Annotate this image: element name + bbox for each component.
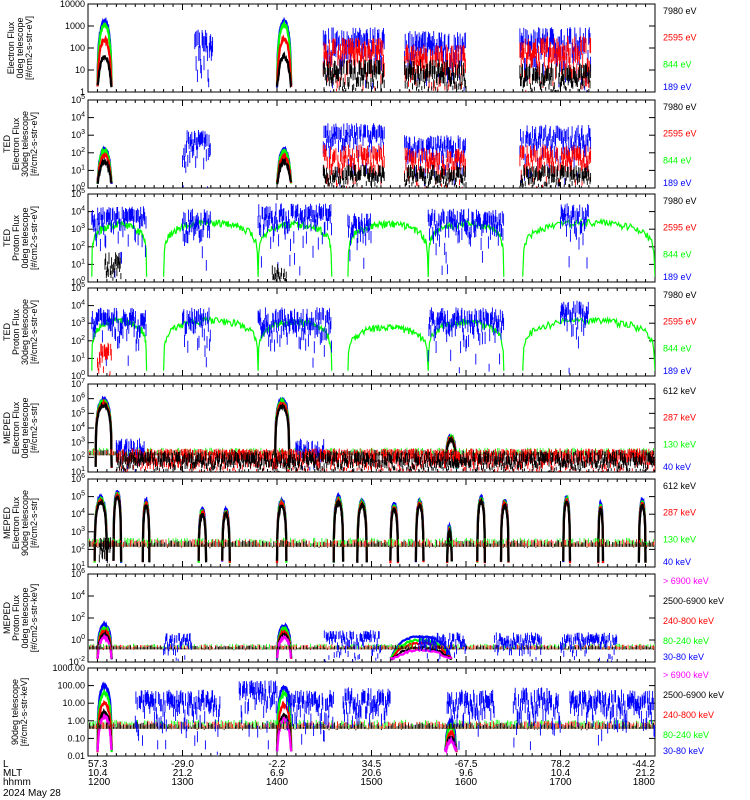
footer-value-hhmm: 1300 [171, 777, 194, 788]
footer-value-hhmm: 1400 [266, 777, 289, 788]
y-axis-label: [#/cm2-s-str-eV] [29, 206, 39, 270]
y-tick-label: 1.00 [67, 716, 85, 726]
legend-entry: > 6900 keV [663, 670, 709, 680]
legend-entry: 844 eV [663, 59, 692, 69]
legend-entry: 612 keV [663, 386, 696, 396]
legend-entry: 7980 eV [663, 6, 697, 16]
legend-entry: 844 eV [663, 343, 692, 353]
y-tick-label: 100 [70, 43, 85, 53]
legend-entry: 189 eV [663, 272, 692, 282]
y-axis-label: [#/cm2-s-str] [29, 498, 39, 548]
multi-panel-flux-chart: 110100100010000Electron Flux 0deg telesco… [0, 0, 750, 800]
legend-entry: 240-800 keV [663, 710, 714, 720]
legend-entry: 80-240 keV [663, 730, 709, 740]
y-axis-label: [#/cm2-s-str-eV] [29, 300, 39, 364]
y-tick-label: 10 [75, 65, 85, 75]
legend-entry: 40 keV [663, 462, 691, 472]
y-tick-label: 10.00 [62, 698, 85, 708]
legend-entry: 40 keV [663, 557, 691, 567]
legend-entry: 287 keV [663, 508, 696, 518]
y-axis-label: [#/cm2-s-str-eV] [29, 112, 39, 176]
date-label: 2024 May 28 [3, 788, 61, 799]
legend-entry: > 6900 keV [663, 576, 709, 586]
y-tick-label: 1000.00 [52, 663, 85, 673]
legend-entry: 7980 eV [663, 290, 697, 300]
footer-row-label: hhmm [3, 777, 31, 788]
legend-entry: 2500-6900 keV [663, 596, 724, 606]
footer-value-hhmm: 1800 [633, 777, 656, 788]
y-axis-label: [#/cm2-s-str-keV] [29, 584, 39, 653]
legend-entry: 2595 eV [663, 129, 697, 139]
legend-entry: 189 eV [663, 178, 692, 188]
legend-entry: 189 eV [663, 366, 692, 376]
legend-entry: 7980 eV [663, 196, 697, 206]
y-axis-label: [#/cm2-s-str] [29, 403, 39, 453]
legend-entry: 80-240 keV [663, 636, 709, 646]
legend-entry: 2500-6900 keV [663, 690, 724, 700]
y-tick-label: 1000 [65, 21, 85, 31]
legend-entry: 287 keV [663, 413, 696, 423]
legend-entry: 130 keV [663, 439, 696, 449]
chart-background [0, 0, 750, 800]
footer-value-hhmm: 1700 [549, 777, 572, 788]
y-axis-label: [#/cm2-s-str-keV] [19, 678, 29, 747]
legend-entry: 2595 eV [663, 317, 697, 327]
legend-entry: 844 eV [663, 155, 692, 165]
legend-entry: 7980 eV [663, 102, 697, 112]
legend-entry: 240-800 keV [663, 616, 714, 626]
y-tick-label: 100.00 [57, 681, 85, 691]
legend-entry: 30-80 keV [663, 652, 704, 662]
footer-value-hhmm: 1200 [88, 777, 111, 788]
legend-entry: 130 keV [663, 534, 696, 544]
legend-entry: 612 keV [663, 481, 696, 491]
legend-entry: 2595 eV [663, 33, 697, 43]
legend-entry: 844 eV [663, 249, 692, 259]
y-tick-label: 10000 [60, 0, 85, 9]
legend-entry: 189 eV [663, 82, 692, 92]
y-axis-label: [#/cm2-s-str-eV] [24, 16, 34, 80]
footer-value-hhmm: 1500 [360, 777, 383, 788]
y-tick-label: 0.10 [67, 733, 85, 743]
y-tick-label: 0.01 [67, 751, 85, 761]
legend-entry: 2595 eV [663, 223, 697, 233]
footer-value-hhmm: 1600 [455, 777, 478, 788]
legend-entry: 30-80 keV [663, 746, 704, 756]
